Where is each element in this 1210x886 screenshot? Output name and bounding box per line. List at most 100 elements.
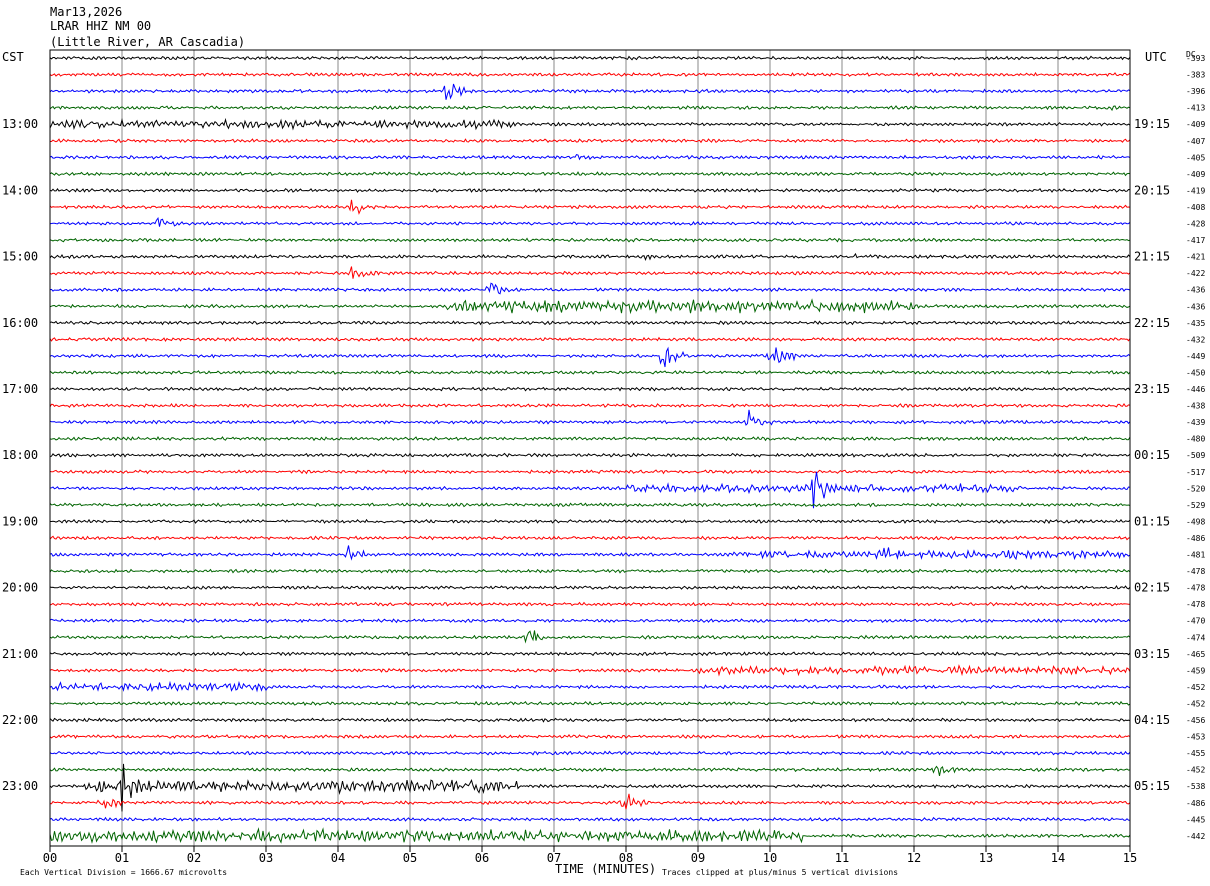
dc-offset-label: -478 bbox=[1186, 584, 1205, 593]
dc-offset-label: -456 bbox=[1186, 716, 1205, 725]
left-hour-label: 17:00 bbox=[2, 382, 38, 396]
dc-offset-label: -438 bbox=[1186, 402, 1205, 411]
trace-line bbox=[49, 188, 1131, 193]
left-hour-label: 18:00 bbox=[2, 448, 38, 462]
trace-line bbox=[49, 680, 1131, 693]
dc-offset-label: -478 bbox=[1186, 567, 1205, 576]
dc-offset-label: -413 bbox=[1186, 104, 1205, 113]
left-hour-label: 20:00 bbox=[2, 581, 38, 595]
dc-offset-label: -520 bbox=[1186, 484, 1205, 493]
trace-line bbox=[49, 664, 1131, 677]
right-hour-label: 22:15 bbox=[1134, 316, 1170, 330]
dc-offset-label: -450 bbox=[1186, 368, 1205, 377]
dc-offset-label: -439 bbox=[1186, 418, 1205, 427]
trace-line bbox=[49, 252, 1131, 261]
x-tick-label: 01 bbox=[115, 851, 129, 865]
dc-offset-label: -396 bbox=[1186, 87, 1205, 96]
trace-line bbox=[49, 117, 1131, 131]
dc-offset-label: -393 bbox=[1186, 54, 1205, 63]
dc-offset-label: -529 bbox=[1186, 501, 1205, 510]
trace-line bbox=[49, 793, 1131, 810]
dc-offset-label: -538 bbox=[1186, 782, 1205, 791]
trace-line bbox=[49, 409, 1131, 426]
x-tick-label: 06 bbox=[475, 851, 489, 865]
right-hour-label: 03:15 bbox=[1134, 647, 1170, 661]
trace-line bbox=[49, 545, 1131, 561]
trace-line bbox=[49, 336, 1131, 343]
trace-line bbox=[49, 282, 1131, 295]
header-date: Mar13,2026 bbox=[50, 5, 122, 19]
dc-offset-label: -498 bbox=[1186, 517, 1205, 526]
right-hour-label: 23:15 bbox=[1134, 382, 1170, 396]
trace-line bbox=[49, 55, 1131, 61]
x-tick-label: 09 bbox=[691, 851, 705, 865]
plot-frame bbox=[49, 49, 1131, 847]
trace-line bbox=[49, 199, 1131, 215]
trace-line bbox=[49, 618, 1131, 624]
trace-line bbox=[49, 630, 1131, 644]
left-hour-labels: 13:00 14:00 15:00 16:00 17:00 18:00 19:00 20:00… bbox=[2, 117, 38, 793]
trace-line bbox=[49, 750, 1131, 756]
dc-offset-label: -419 bbox=[1186, 186, 1205, 195]
dc-offset-label: -478 bbox=[1186, 600, 1205, 609]
trace-line bbox=[50, 518, 1131, 524]
dc-offset-label: -517 bbox=[1186, 468, 1205, 477]
dc-header-label: DC bbox=[1186, 50, 1196, 59]
trace-line bbox=[49, 266, 1131, 279]
x-tick-label: 11 bbox=[835, 851, 849, 865]
dc-offset-label: -459 bbox=[1186, 666, 1205, 675]
x-tick-label: 14 bbox=[1051, 851, 1065, 865]
dc-offset-labels: -393 -383 -396 -413 -409 -407 -405 -409 -419 -408… bbox=[1186, 54, 1205, 841]
trace-line bbox=[49, 700, 1131, 707]
left-hour-label: 21:00 bbox=[2, 647, 38, 661]
x-axis-label: TIME (MINUTES) bbox=[555, 862, 656, 876]
right-hour-label: 01:15 bbox=[1134, 514, 1170, 528]
trace-line bbox=[49, 386, 1131, 392]
trace-line bbox=[49, 171, 1131, 177]
right-hour-label: 20:15 bbox=[1134, 183, 1170, 197]
dc-offset-label: -409 bbox=[1186, 170, 1205, 179]
trace-line bbox=[49, 816, 1131, 822]
dc-offset-label: -486 bbox=[1186, 799, 1205, 808]
trace-line bbox=[49, 298, 1131, 315]
x-axis-ticks: 00 01 02 03 04 05 06 07 08 09 10 11 12 13 14 15 bbox=[43, 846, 1137, 865]
dc-offset-label: -452 bbox=[1186, 766, 1205, 775]
dc-offset-label: -470 bbox=[1186, 617, 1205, 626]
dc-offset-label: -474 bbox=[1186, 633, 1205, 642]
scale-note: Each Vertical Division = 1666.67 microvo… bbox=[20, 868, 227, 877]
dc-offset-label: -409 bbox=[1186, 120, 1205, 129]
trace-line bbox=[49, 71, 1131, 78]
dc-offset-label: -435 bbox=[1186, 319, 1205, 328]
left-hour-label: 22:00 bbox=[2, 713, 38, 727]
left-hour-label: 23:00 bbox=[2, 779, 38, 793]
dc-offset-label: -486 bbox=[1186, 534, 1205, 543]
trace-line bbox=[49, 216, 1131, 227]
dc-offset-label: -428 bbox=[1186, 220, 1205, 229]
x-tick-label: 04 bbox=[331, 851, 345, 865]
dc-offset-label: -480 bbox=[1186, 435, 1205, 444]
trace-line bbox=[49, 535, 1131, 541]
header-location: (Little River, AR Cascadia) bbox=[50, 35, 245, 49]
plot-grid bbox=[121, 50, 1059, 846]
right-hour-label: 02:15 bbox=[1134, 581, 1170, 595]
right-hour-labels: 19:15 20:15 21:15 22:15 23:15 00:15 01:15 02:15… bbox=[1134, 117, 1170, 793]
clip-note: Traces clipped at plus/minus 5 vertical … bbox=[662, 868, 898, 877]
dc-offset-label: -465 bbox=[1186, 650, 1205, 659]
x-tick-label: 08 bbox=[619, 851, 633, 865]
trace-line bbox=[49, 83, 1131, 100]
left-hour-label: 13:00 bbox=[2, 117, 38, 131]
left-hour-label: 14:00 bbox=[2, 183, 38, 197]
dc-offset-label: -422 bbox=[1186, 269, 1205, 278]
trace-line bbox=[49, 469, 1131, 475]
x-tick-label: 05 bbox=[403, 851, 417, 865]
dc-offset-label: -421 bbox=[1186, 253, 1205, 262]
left-timezone-label: CST bbox=[2, 50, 24, 64]
trace-line bbox=[49, 763, 1131, 812]
x-tick-label: 07 bbox=[547, 851, 561, 865]
dc-offset-label: -445 bbox=[1186, 815, 1205, 824]
dc-offset-label: -453 bbox=[1186, 733, 1205, 742]
trace-line bbox=[50, 138, 1131, 144]
header-station: LRAR HHZ NM 00 bbox=[50, 19, 151, 33]
x-tick-label: 03 bbox=[259, 851, 273, 865]
